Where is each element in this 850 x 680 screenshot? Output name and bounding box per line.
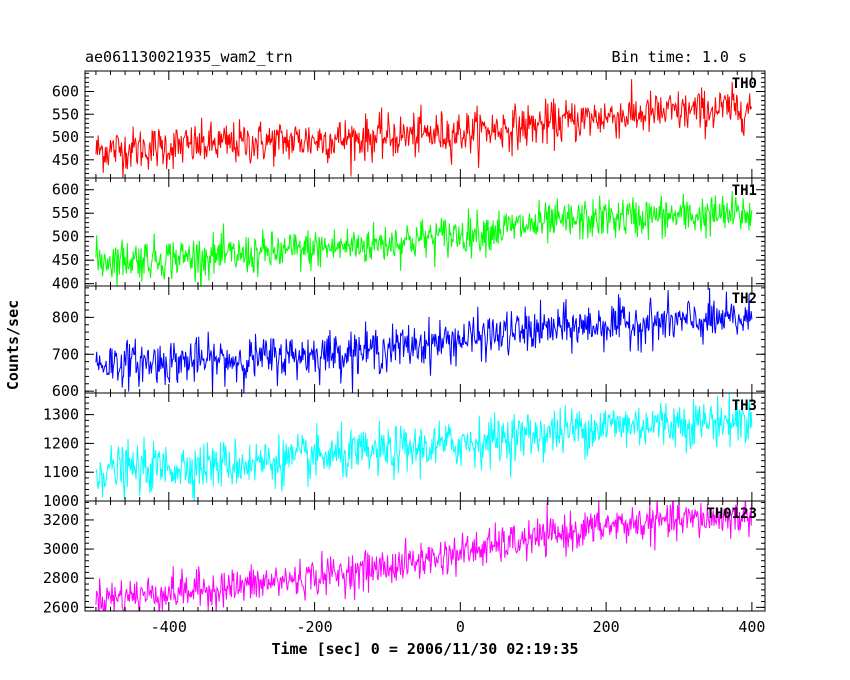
y-tick-label: 1100 — [43, 463, 79, 481]
y-tick-label: 700 — [52, 345, 79, 363]
y-tick-label: 550 — [52, 105, 79, 123]
x-tick-label: 0 — [456, 618, 465, 636]
panel-label: TH2 — [732, 291, 757, 307]
y-tick-label: 600 — [52, 181, 79, 199]
y-tick-label: 500 — [52, 128, 79, 146]
series-line-th1 — [95, 191, 753, 286]
y-tick-label: 450 — [52, 151, 79, 169]
series-line-th3 — [95, 393, 753, 501]
panel-th2: 600 700 800 TH2 — [52, 285, 766, 400]
x-tick-label: -200 — [297, 618, 333, 636]
panel-label: TH0 — [732, 76, 757, 92]
series-line-th0 — [95, 79, 753, 178]
y-tick-label: 3000 — [43, 540, 79, 558]
y-tick-label: 3200 — [43, 511, 79, 529]
x-tick-label: -400 — [151, 618, 187, 636]
panel-th3: 1000 1100 1200 1300 TH3 — [43, 392, 766, 510]
x-tick-label: 200 — [593, 618, 620, 636]
y-tick-label: 600 — [52, 82, 79, 100]
y-tick-label: 600 — [52, 382, 79, 400]
y-tick-label: 2600 — [43, 598, 79, 616]
panel-label: TH1 — [732, 183, 757, 199]
bin-time-label: Bin time: 1.0 s — [612, 48, 747, 66]
y-axis-label: Counts/sec — [4, 300, 22, 390]
panels: 450 500 550 600 TH0 400 450 500 550 600 TH1 600 700 8… — [43, 70, 766, 616]
series-line-th0123 — [95, 501, 753, 611]
x-tick-label: 400 — [738, 618, 765, 636]
chart-title: ae061130021935_wam2_trn — [85, 48, 293, 66]
panel-frame — [84, 392, 766, 502]
panel-th1: 400 450 500 550 600 TH1 — [52, 177, 766, 293]
panel-label: TH0123 — [706, 506, 757, 522]
y-tick-label: 500 — [52, 228, 79, 246]
series-line-th2 — [95, 287, 753, 393]
y-tick-label: 800 — [52, 308, 79, 326]
x-axis-label: Time [sec] 0 = 2006/11/30 02:19:35 — [271, 640, 578, 658]
y-tick-label: 2800 — [43, 569, 79, 587]
panel-frame — [84, 500, 766, 612]
y-tick-label: 1200 — [43, 434, 79, 452]
panel-th0123: 2600 2800 3000 3200 TH0123 — [43, 500, 766, 616]
panel-frame — [84, 70, 766, 179]
panel-th0: 450 500 550 600 TH0 — [52, 70, 766, 179]
panel-label: TH3 — [732, 398, 757, 414]
x-axis-ticks: -400 -200 0 200 400 — [151, 618, 766, 636]
y-tick-label: 1300 — [43, 406, 79, 424]
y-tick-label: 1000 — [43, 492, 79, 510]
y-tick-label: 450 — [52, 251, 79, 269]
y-tick-label: 400 — [52, 275, 79, 293]
y-tick-label: 550 — [52, 204, 79, 222]
